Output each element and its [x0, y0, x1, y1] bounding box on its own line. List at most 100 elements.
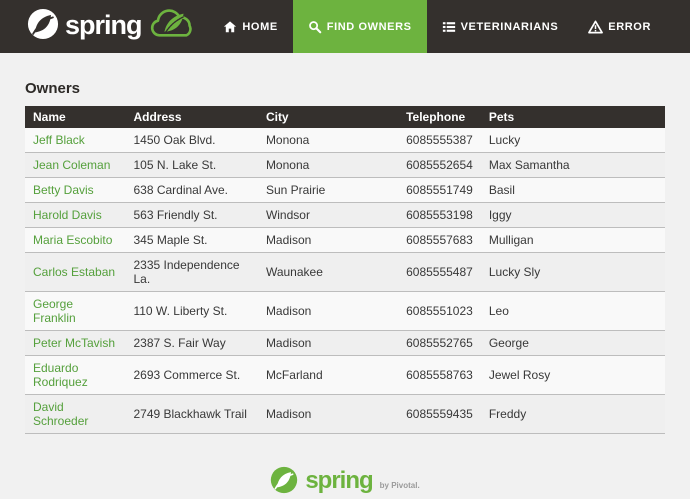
- cell-telephone: 6085555387: [406, 133, 473, 147]
- cell-telephone: 6085552654: [406, 158, 473, 172]
- cell-city: Monona: [265, 158, 310, 172]
- cell-telephone: 6085558763: [406, 368, 473, 382]
- nav-item-veterinarians[interactable]: VETERINARIANS: [427, 0, 574, 53]
- cell-address: 638 Cardinal Ave.: [133, 183, 228, 197]
- cell-pets: Freddy: [488, 407, 527, 421]
- nav-item-label: FIND OWNERS: [326, 20, 412, 33]
- nav-item-label: HOME: [242, 20, 278, 33]
- cell-address: 563 Friendly St.: [133, 208, 218, 222]
- cell-city: Waunakee: [265, 265, 323, 279]
- table-row: Jean Coleman 105 N. Lake St. Monona 6085552…: [25, 152, 665, 178]
- table-row: Eduardo Rodriquez 2693 Commerce St. McFarl…: [25, 355, 665, 395]
- nav-item-label: ERROR: [608, 20, 651, 33]
- owner-link[interactable]: Betty Davis: [33, 183, 94, 197]
- table-row: David Schroeder 2749 Blackhawk Trail Madis…: [25, 394, 665, 434]
- cell-city: Monona: [265, 133, 310, 147]
- owner-link[interactable]: Maria Escobito: [33, 233, 113, 247]
- cell-telephone: 6085552765: [406, 336, 473, 350]
- table-row: Betty Davis 638 Cardinal Ave. Sun Prairie 6…: [25, 177, 665, 203]
- spring-footer-logo-icon: [270, 466, 298, 499]
- owner-link[interactable]: Carlos Estaban: [33, 265, 116, 279]
- cell-name: Peter McTavish: [25, 331, 125, 356]
- cell-telephone: 6085555487: [406, 265, 473, 279]
- cell-pets: George: [488, 336, 529, 350]
- spring-logo-icon: [27, 8, 59, 45]
- table-row: Maria Escobito 345 Maple St. Madison 608555…: [25, 227, 665, 253]
- cell-name: Carlos Estaban: [25, 253, 125, 292]
- main-content: Owners Name Address City Telephone Pets Jeff…: [0, 80, 690, 434]
- cell-telephone: 6085551023: [406, 304, 473, 318]
- cell-address: 2749 Blackhawk Trail: [133, 407, 247, 421]
- home-icon: [223, 20, 237, 34]
- column-header: City: [257, 106, 399, 128]
- cell-pets: Leo: [488, 304, 509, 318]
- cell-telephone: 6085551749: [406, 183, 473, 197]
- brand-logo[interactable]: spring: [0, 0, 200, 53]
- cell-name: Eduardo Rodriquez: [25, 356, 125, 395]
- nav-item-find-owners[interactable]: FIND OWNERS: [292, 0, 427, 53]
- owner-link[interactable]: Jean Coleman: [33, 158, 111, 172]
- cell-address: 345 Maple St.: [133, 233, 208, 247]
- owners-table: Name Address City Telephone Pets Jeff Black 1…: [25, 106, 665, 434]
- cell-city: Madison: [265, 233, 312, 247]
- warning-icon: [588, 20, 604, 34]
- nav-item-error[interactable]: ERROR: [573, 0, 666, 53]
- cell-pets: Lucky Sly: [488, 265, 541, 279]
- table-row: George Franklin 110 W. Liberty St. Madison…: [25, 291, 665, 331]
- cell-pets: Max Samantha: [488, 158, 570, 172]
- owner-link[interactable]: Harold Davis: [33, 208, 102, 222]
- cell-city: Sun Prairie: [265, 183, 326, 197]
- cell-name: David Schroeder: [25, 395, 125, 434]
- cell-name: George Franklin: [25, 292, 125, 331]
- column-header: Name: [25, 106, 126, 128]
- search-icon: [308, 20, 322, 34]
- cell-telephone: 6085559435: [406, 407, 473, 421]
- cell-pets: Basil: [488, 183, 515, 197]
- nav-item-label: VETERINARIANS: [460, 20, 559, 33]
- cell-address: 2693 Commerce St.: [133, 368, 241, 382]
- owner-link[interactable]: David Schroeder: [33, 400, 89, 428]
- cell-address: 110 W. Liberty St.: [133, 304, 228, 318]
- cell-city: Madison: [265, 304, 312, 318]
- table-header-row: Name Address City Telephone Pets: [25, 106, 665, 128]
- brand-text: spring: [65, 9, 143, 40]
- footer: spring by Pivotal.: [0, 466, 690, 499]
- owner-link[interactable]: George Franklin: [33, 297, 76, 325]
- owner-link[interactable]: Eduardo Rodriquez: [33, 361, 88, 389]
- table-row: Harold Davis 563 Friendly St. Windsor 60855…: [25, 202, 665, 228]
- cell-pets: Lucky: [488, 133, 521, 147]
- cell-pets: Iggy: [488, 208, 512, 222]
- cell-name: Jean Coleman: [25, 153, 125, 178]
- column-header: Pets: [480, 106, 665, 128]
- cell-name: Harold Davis: [25, 203, 125, 228]
- owner-link[interactable]: Peter McTavish: [33, 336, 116, 350]
- cell-city: Madison: [265, 336, 312, 350]
- cell-city: Madison: [265, 407, 312, 421]
- cell-city: McFarland: [265, 368, 323, 382]
- cell-city: Windsor: [265, 208, 310, 222]
- cell-address: 2335 Independence La.: [133, 258, 240, 286]
- table-row: Peter McTavish 2387 S. Fair Way Madison 608…: [25, 330, 665, 356]
- cell-name: Maria Escobito: [25, 228, 125, 253]
- cell-pets: Mulligan: [488, 233, 534, 247]
- page-title: Owners: [25, 80, 81, 97]
- column-header: Telephone: [398, 106, 481, 128]
- cell-pets: Jewel Rosy: [488, 368, 551, 382]
- footer-byline: by Pivotal.: [379, 481, 420, 490]
- table-row: Carlos Estaban 2335 Independence La. Wauna…: [25, 252, 665, 292]
- cell-name: Jeff Black: [25, 128, 125, 153]
- nav-menu: HOME FIND OWNERS: [208, 0, 690, 53]
- cell-address: 105 N. Lake St.: [133, 158, 217, 172]
- cell-name: Betty Davis: [25, 178, 125, 203]
- cell-address: 2387 S. Fair Way: [133, 336, 226, 350]
- footer-brand-text: spring: [305, 466, 373, 494]
- navbar: spring HOME FIND OW: [0, 0, 690, 53]
- owner-link[interactable]: Jeff Black: [33, 133, 85, 147]
- column-header: Address: [125, 106, 258, 128]
- petclinic-cloud-logo-icon: [148, 4, 200, 49]
- cell-telephone: 6085553198: [406, 208, 473, 222]
- nav-item-home[interactable]: HOME: [208, 0, 292, 53]
- cell-telephone: 6085557683: [406, 233, 473, 247]
- cell-address: 1450 Oak Blvd.: [133, 133, 216, 147]
- table-row: Jeff Black 1450 Oak Blvd. Monona 6085555387…: [25, 128, 665, 153]
